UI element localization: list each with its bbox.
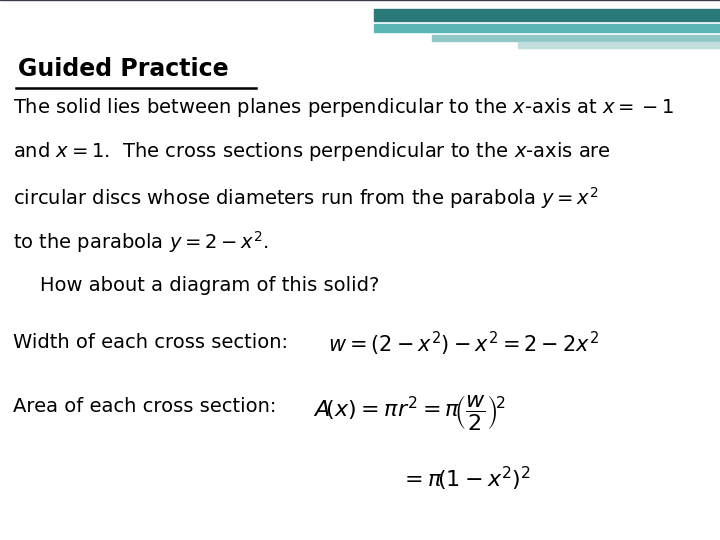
Text: How about a diagram of this solid?: How about a diagram of this solid? — [40, 276, 379, 295]
Text: to the parabola $y = 2 - x^2$.: to the parabola $y = 2 - x^2$. — [13, 229, 269, 255]
Text: $A\!\left(x\right) = \pi r^2 = \pi\!\left(\dfrac{w}{2}\right)^{\!2}$: $A\!\left(x\right) = \pi r^2 = \pi\!\lef… — [313, 393, 506, 432]
Bar — [518, 42, 720, 48]
Bar — [374, 24, 720, 32]
Text: $w = \left(2 - x^2\right) - x^2 = 2 - 2x^2$: $w = \left(2 - x^2\right) - x^2 = 2 - 2x… — [328, 329, 598, 357]
Text: $= \pi\!\left(1 - x^2\right)^2$: $= \pi\!\left(1 - x^2\right)^2$ — [400, 465, 531, 493]
Text: Width of each cross section:: Width of each cross section: — [13, 333, 288, 352]
Text: and $x = 1$.  The cross sections perpendicular to the $x$-axis are: and $x = 1$. The cross sections perpendi… — [13, 140, 611, 164]
Text: Area of each cross section:: Area of each cross section: — [13, 397, 276, 416]
Text: The solid lies between planes perpendicular to the $x$-axis at $x = -1$: The solid lies between planes perpendicu… — [13, 96, 675, 119]
Text: Guided Practice: Guided Practice — [18, 57, 229, 80]
Text: circular discs whose diameters run from the parabola $y = x^2$: circular discs whose diameters run from … — [13, 185, 598, 211]
Bar — [432, 35, 720, 41]
Bar — [374, 9, 720, 21]
